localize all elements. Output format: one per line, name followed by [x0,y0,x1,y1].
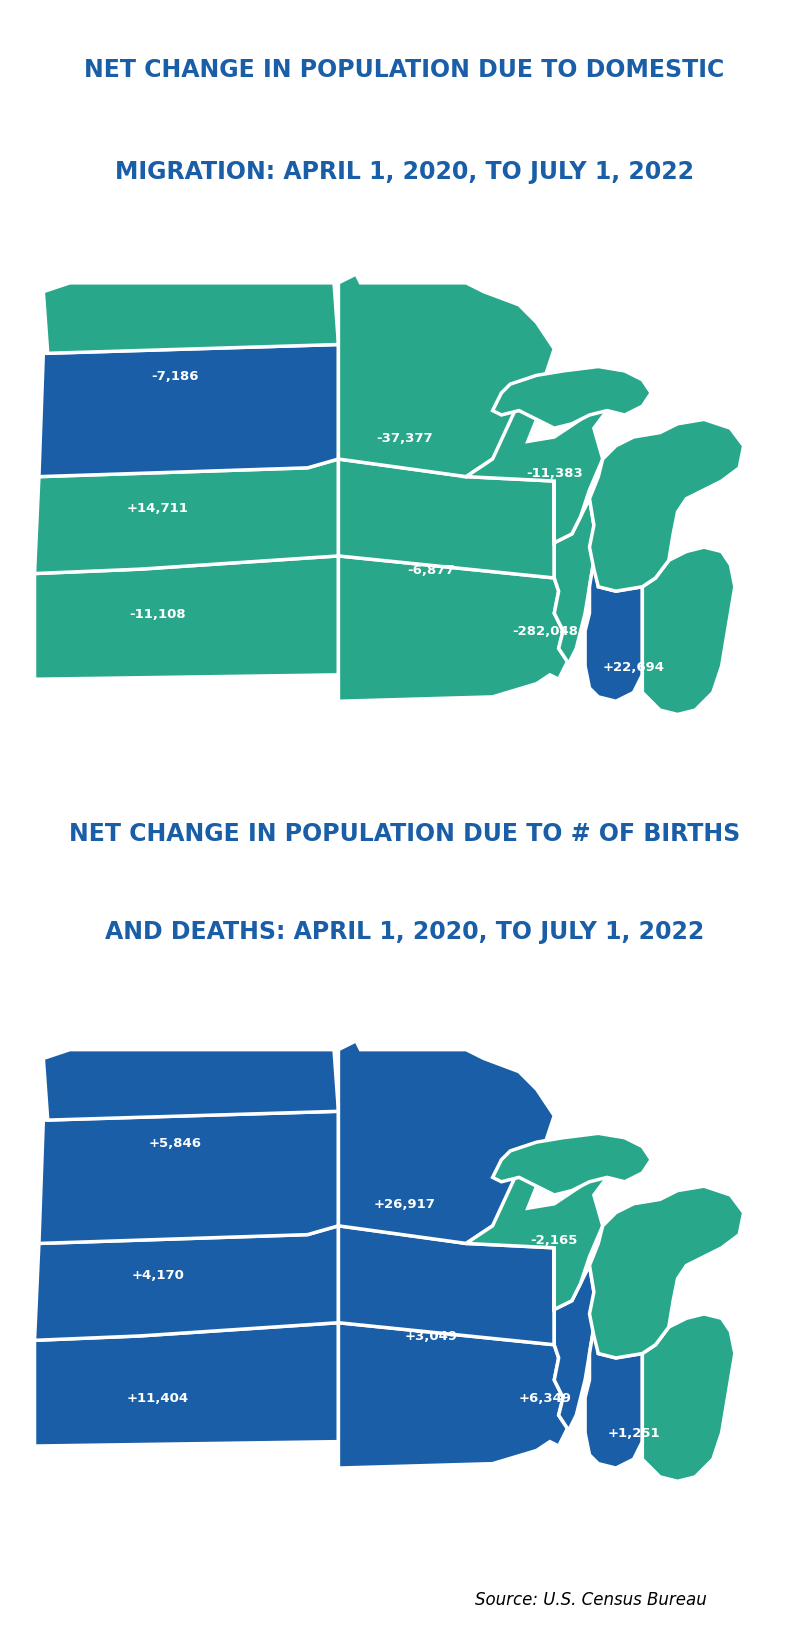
Polygon shape [338,1042,554,1244]
Text: -43,188: -43,188 [702,519,759,532]
Text: -39,559: -39,559 [738,1427,794,1439]
Polygon shape [642,1313,735,1482]
Polygon shape [35,1323,338,1447]
Polygon shape [338,460,554,578]
Polygon shape [35,460,338,574]
Text: -39,915: -39,915 [738,661,794,672]
Text: +4,170: +4,170 [131,1267,184,1280]
Text: -2,165: -2,165 [531,1233,578,1246]
Text: MIGRATION: APRIL 1, 2020, TO JULY 1, 2022: MIGRATION: APRIL 1, 2020, TO JULY 1, 202… [115,160,694,185]
Text: -282,048: -282,048 [407,714,472,727]
Polygon shape [493,1134,651,1195]
Polygon shape [554,1248,599,1447]
Text: AND DEATHS: APRIL 1, 2020, TO JULY 1, 2022: AND DEATHS: APRIL 1, 2020, TO JULY 1, 20… [105,920,704,943]
Polygon shape [39,346,338,478]
Text: +14,711: +14,711 [127,501,188,514]
Text: +6,349: +6,349 [519,1391,572,1404]
Polygon shape [35,1226,338,1340]
Text: Source: U.S. Census Bureau: Source: U.S. Census Bureau [475,1590,706,1607]
Polygon shape [493,368,651,428]
Text: +5,846: +5,846 [149,1135,202,1149]
Polygon shape [590,1187,743,1358]
Polygon shape [590,420,743,592]
Polygon shape [338,557,567,702]
Polygon shape [466,402,607,544]
Polygon shape [338,275,554,478]
Text: -37,377: -37,377 [376,432,433,445]
Text: +11,404: +11,404 [127,1391,189,1404]
Text: +3,049: +3,049 [404,1330,457,1343]
Text: -282,048: -282,048 [512,625,578,638]
Text: +26,917: +26,917 [374,1198,435,1211]
Polygon shape [466,1168,607,1310]
Text: +6,349: +6,349 [413,1480,466,1493]
Polygon shape [554,481,599,681]
Text: -11,383: -11,383 [526,466,582,480]
Text: +22,694: +22,694 [603,661,664,672]
Polygon shape [338,1226,554,1345]
Polygon shape [44,283,338,354]
Text: -14,392: -14,392 [129,740,186,753]
Text: -11,108: -11,108 [129,608,186,620]
Text: +5,063: +5,063 [131,1506,184,1519]
Polygon shape [338,1323,567,1468]
Polygon shape [44,1050,338,1121]
Text: NET CHANGE IN POPULATION DUE TO DOMESTIC: NET CHANGE IN POPULATION DUE TO DOMESTIC [84,58,725,81]
Text: +1,251: +1,251 [608,1427,660,1439]
Polygon shape [35,557,338,681]
Text: -7,186: -7,186 [152,369,199,382]
Text: NET CHANGE IN POPULATION DUE TO # OF BIRTHS: NET CHANGE IN POPULATION DUE TO # OF BIR… [69,822,740,845]
Polygon shape [585,526,642,702]
Text: -29,266: -29,266 [702,1285,759,1299]
Text: -6,877: -6,877 [407,564,455,577]
Polygon shape [585,1292,642,1468]
Polygon shape [39,1112,338,1244]
Polygon shape [642,547,735,715]
